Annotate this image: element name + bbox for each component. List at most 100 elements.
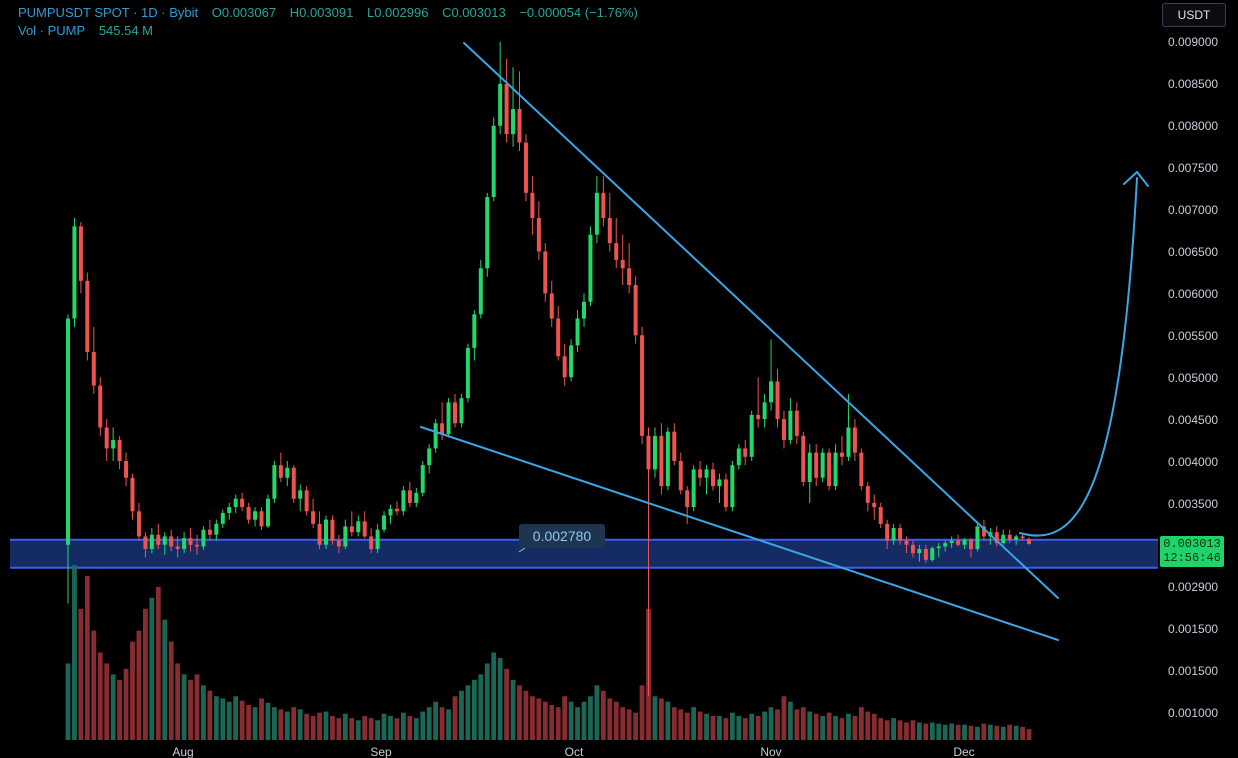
candle-body bbox=[627, 268, 632, 286]
candle-body bbox=[949, 540, 954, 544]
volume-bar bbox=[826, 712, 832, 740]
volume-bar bbox=[426, 707, 432, 740]
candle-body bbox=[981, 526, 986, 537]
volume-bar bbox=[407, 715, 413, 740]
candle-body bbox=[182, 538, 187, 549]
volume-bar bbox=[594, 685, 600, 740]
candle-body bbox=[91, 352, 96, 386]
candle-body bbox=[188, 538, 193, 545]
volume-bar bbox=[607, 698, 613, 740]
volume-bar bbox=[562, 696, 568, 740]
candle-body bbox=[175, 546, 180, 549]
volume-bar bbox=[742, 718, 748, 740]
candle-body bbox=[633, 285, 638, 336]
volume-bar bbox=[394, 718, 400, 740]
candle-body bbox=[582, 301, 586, 319]
volume-bar bbox=[491, 652, 497, 740]
candle-body bbox=[807, 452, 812, 482]
last-price: 0.003013 bbox=[1163, 537, 1221, 551]
volume-bar bbox=[852, 715, 858, 740]
candle-body bbox=[291, 467, 296, 499]
candle-body bbox=[343, 526, 348, 547]
y-tick-label: 0.008000 bbox=[1168, 119, 1218, 133]
volume-bar bbox=[123, 668, 129, 740]
candle-body bbox=[575, 318, 580, 346]
volume-bar bbox=[310, 715, 316, 740]
volume-bar bbox=[717, 715, 722, 740]
candle-body bbox=[672, 431, 677, 461]
candle-body bbox=[130, 477, 135, 512]
volume-bar bbox=[446, 709, 451, 740]
candle-body bbox=[246, 507, 251, 520]
candle-body bbox=[640, 335, 645, 436]
candle-body bbox=[665, 431, 670, 487]
trendlines bbox=[420, 42, 1149, 641]
candle-body bbox=[362, 521, 367, 537]
volume-bar bbox=[504, 668, 509, 740]
candle-body bbox=[414, 492, 419, 503]
candle-body bbox=[66, 318, 70, 545]
volume-bar bbox=[355, 720, 361, 740]
candle-body bbox=[104, 427, 109, 449]
candle-body bbox=[201, 529, 206, 547]
candle-body bbox=[975, 526, 980, 549]
volume-bar bbox=[291, 707, 297, 740]
change-value: −0.000054 (−1.76%) bbox=[519, 5, 638, 20]
candle-body bbox=[794, 410, 799, 436]
candle-body bbox=[265, 498, 270, 527]
candle-body bbox=[594, 192, 599, 235]
volume-bar bbox=[181, 674, 187, 740]
volume-bar bbox=[401, 712, 406, 740]
candle-body bbox=[756, 414, 761, 420]
candle-body bbox=[788, 410, 793, 441]
last-price-tag: 0.003013 12:56:46 bbox=[1160, 536, 1224, 567]
x-tick-label: Nov bbox=[760, 745, 781, 758]
volume-bar bbox=[381, 713, 387, 740]
volume-bar bbox=[781, 696, 787, 740]
volume-bar bbox=[639, 685, 645, 740]
volume-value: 545.54 M bbox=[98, 23, 154, 38]
volume-bar bbox=[278, 709, 284, 740]
volume-bar bbox=[555, 707, 561, 740]
volume-bar bbox=[459, 690, 464, 740]
volume-bar bbox=[865, 711, 871, 740]
volume-bar bbox=[330, 715, 335, 740]
volume-bar bbox=[807, 711, 813, 740]
candle-body bbox=[98, 385, 103, 428]
volume-bar bbox=[891, 718, 896, 740]
volume-bar bbox=[1026, 729, 1032, 740]
volume-bar bbox=[272, 707, 277, 740]
candle-body bbox=[652, 435, 657, 470]
volume-bar bbox=[362, 715, 368, 740]
volume-bar bbox=[149, 597, 155, 740]
currency-button[interactable]: USDT bbox=[1162, 3, 1226, 27]
candle-body bbox=[78, 226, 83, 281]
volume-bar bbox=[233, 696, 239, 740]
candle-body bbox=[543, 251, 548, 294]
candle-body bbox=[956, 540, 961, 545]
volume-bar bbox=[955, 724, 961, 740]
y-tick-label: 0.005000 bbox=[1168, 371, 1218, 385]
y-tick-label: 0.006500 bbox=[1168, 245, 1218, 259]
volume-bar bbox=[736, 715, 742, 740]
y-tick-label: 0.008500 bbox=[1168, 77, 1218, 91]
candle-body bbox=[149, 534, 154, 549]
volume-bar bbox=[929, 722, 935, 740]
candle-body bbox=[833, 452, 838, 487]
candle-body bbox=[124, 461, 129, 478]
candle-body bbox=[904, 540, 909, 545]
volume-bar bbox=[1020, 726, 1025, 740]
candle-body bbox=[730, 465, 735, 508]
candle-body bbox=[923, 548, 928, 560]
volume-bar bbox=[130, 641, 135, 740]
y-tick-label: 0.006000 bbox=[1168, 287, 1218, 301]
volume-bar bbox=[484, 663, 490, 740]
candle-body bbox=[504, 83, 509, 135]
low-value: L0.002996 bbox=[366, 5, 429, 20]
volume-bar bbox=[755, 715, 761, 740]
candle-body bbox=[685, 490, 690, 508]
volume-bar bbox=[136, 630, 142, 740]
wedge-upper-line bbox=[463, 42, 1059, 599]
candle-body bbox=[259, 511, 264, 527]
